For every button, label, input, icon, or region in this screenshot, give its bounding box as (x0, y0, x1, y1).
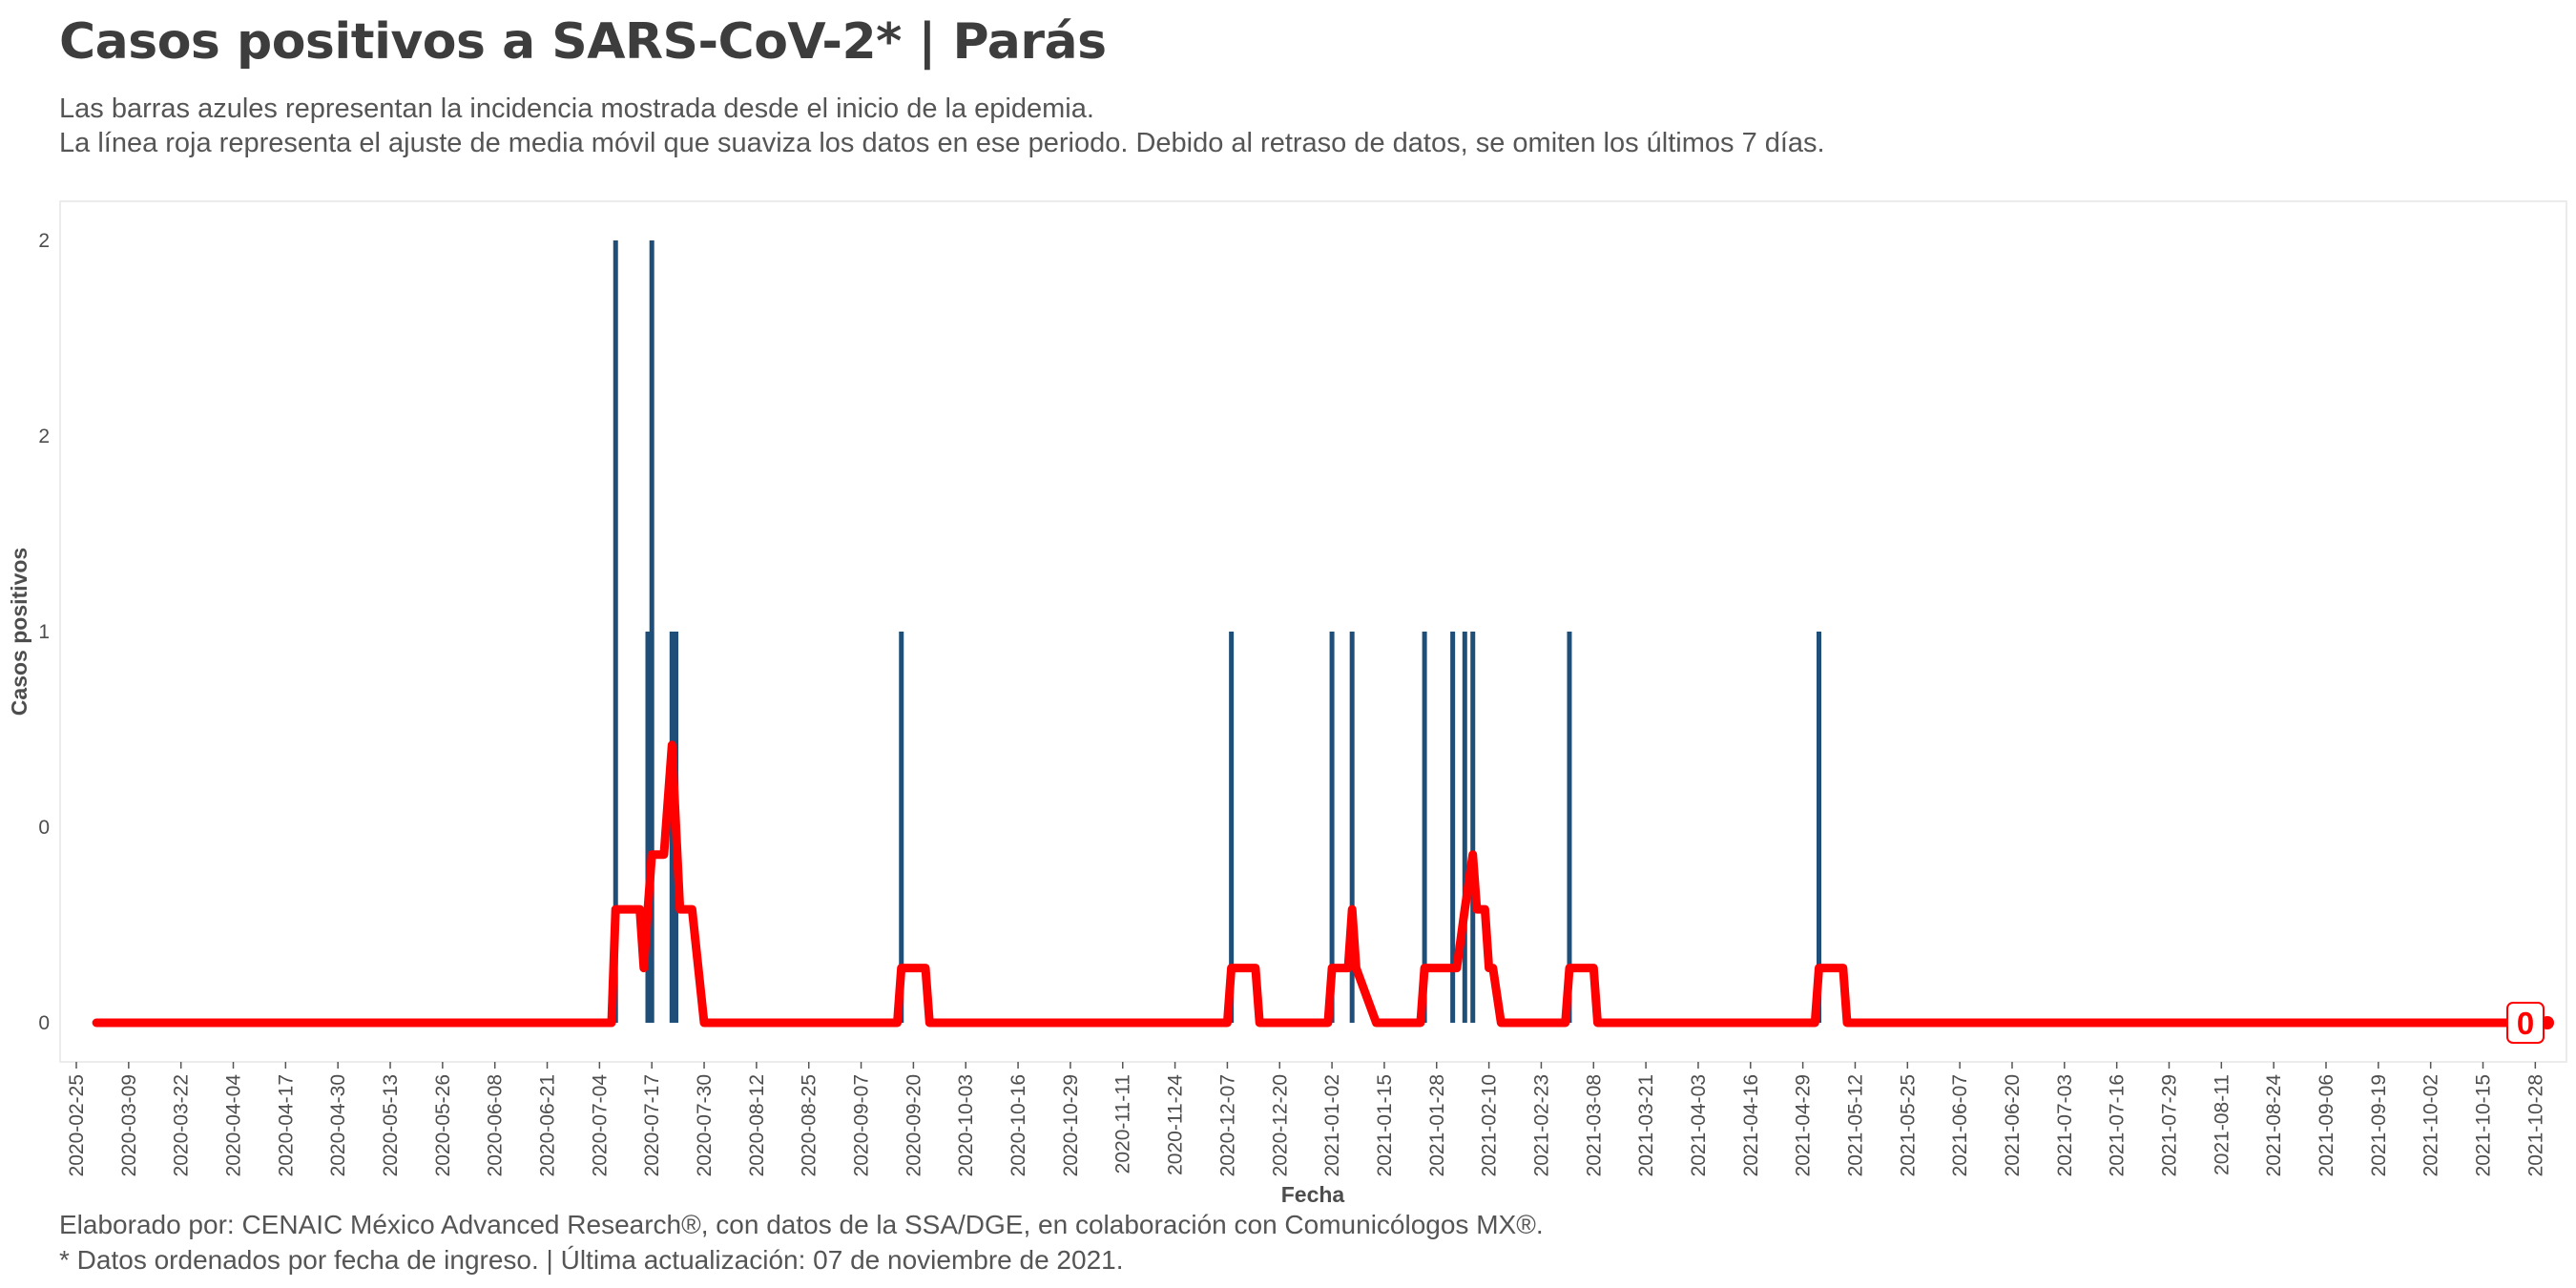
end-value-label-box (2506, 1002, 2545, 1044)
y-tick-label: 0 (38, 817, 50, 839)
x-tick-label: 2020-08-12 (746, 1074, 768, 1176)
x-tick-label: 2021-06-07 (1949, 1074, 1971, 1176)
x-tick-label: 2020-08-25 (799, 1074, 821, 1176)
x-tick-label: 2020-07-04 (589, 1074, 611, 1177)
x-tick-label: 2020-10-16 (1008, 1074, 1029, 1176)
x-tick-label: 2020-04-30 (327, 1074, 349, 1176)
y-axis: 0 0 1 2 2 (38, 230, 50, 1034)
y-tick-label: 2 (38, 426, 50, 447)
x-tick-label: 2021-03-21 (1635, 1074, 1657, 1176)
x-tick-label: 2020-09-07 (851, 1074, 873, 1176)
bar (1470, 632, 1476, 1023)
y-tick-label: 1 (38, 621, 50, 643)
y-tick-label: 2 (38, 230, 50, 252)
bar (1229, 632, 1235, 1023)
moving-average-series (92, 740, 2552, 1028)
x-tick-label: 2020-05-26 (432, 1074, 454, 1176)
x-tick-label: 2020-10-29 (1060, 1074, 1082, 1176)
x-tick-label: 2020-04-04 (223, 1074, 245, 1177)
moving-average-line (92, 740, 2552, 1028)
chart-subtitle-line-1: Las barras azules representan la inciden… (59, 93, 1094, 124)
x-tick-label: 2021-02-10 (1479, 1074, 1501, 1176)
x-tick-label: 2021-04-03 (1688, 1074, 1710, 1176)
x-tick-label: 2021-09-19 (2368, 1074, 2390, 1176)
end-value-label: 0 (2517, 1006, 2534, 1041)
x-tick-label: 2021-01-28 (1426, 1074, 1448, 1176)
x-tick-label: 2021-01-02 (1321, 1074, 1343, 1176)
y-axis-title: Casos positivos (7, 548, 31, 716)
bar (1450, 632, 1456, 1023)
bar (899, 632, 904, 1023)
x-tick-label: 2021-10-02 (2420, 1074, 2442, 1176)
bar (649, 240, 654, 1023)
x-tick-label: 2020-07-17 (641, 1074, 663, 1176)
x-tick-label: 2020-06-08 (485, 1074, 507, 1176)
x-tick-label: 2021-10-15 (2473, 1074, 2495, 1176)
x-tick-label: 2020-02-25 (66, 1074, 88, 1176)
plot-panel (59, 200, 2567, 1063)
x-tick-label: 2021-06-20 (2002, 1074, 2024, 1176)
bar (1567, 632, 1572, 1023)
x-tick-label: 2021-08-24 (2263, 1074, 2285, 1177)
x-tick-label: 2021-03-08 (1583, 1074, 1605, 1176)
bar (1349, 632, 1355, 1023)
bar (645, 632, 651, 1023)
x-tick-label: 2020-07-30 (694, 1074, 716, 1176)
x-tick-label: 2020-04-17 (275, 1074, 297, 1176)
chart-subtitle-line-2: La línea roja representa el ajuste de me… (59, 128, 1825, 158)
bar (613, 240, 618, 1023)
x-tick-label: 2020-05-13 (380, 1074, 402, 1176)
x-tick-label: 2020-11-11 (1112, 1074, 1134, 1174)
x-tick-label: 2020-03-22 (171, 1074, 193, 1176)
y-tick-label: 0 (38, 1012, 50, 1034)
x-tick-label: 2021-04-29 (1793, 1074, 1815, 1176)
x-tick-label: 2021-07-03 (2054, 1074, 2076, 1176)
x-tick-label: 2021-07-29 (2158, 1074, 2180, 1176)
x-tick-label: 2021-01-15 (1374, 1074, 1396, 1176)
x-tick-label: 2020-12-07 (1216, 1074, 1238, 1176)
x-tick-label: 2021-05-12 (1844, 1074, 1866, 1176)
bar (1462, 632, 1467, 1023)
chart-title: Casos positivos a SARS-CoV-2* | Parás (59, 13, 1107, 71)
x-axis-title: Fecha (1281, 1182, 1345, 1207)
chart-caption-line-1: Elaborado por: CENAIC México Advanced Re… (59, 1210, 1544, 1239)
x-tick-label: 2020-03-09 (118, 1074, 140, 1176)
x-tick-label: 2021-09-06 (2316, 1074, 2337, 1176)
bar (1816, 632, 1821, 1023)
x-tick-label: 2020-10-03 (955, 1074, 977, 1176)
x-tick-label: 2021-02-23 (1530, 1074, 1552, 1176)
x-tick-label: 2020-09-20 (903, 1074, 924, 1176)
chart-caption-line-2: * Datos ordenados por fecha de ingreso. … (59, 1245, 1124, 1275)
x-tick-label: 2020-06-21 (537, 1074, 559, 1176)
x-tick-label: 2020-12-20 (1269, 1074, 1291, 1176)
x-tick-label: 2021-08-11 (2211, 1074, 2233, 1175)
x-axis: 2020-02-25 2020-03-09 2020-03-22 2020-04-04… (66, 1062, 2546, 1176)
bar (1422, 632, 1427, 1023)
x-tick-label: 2021-04-16 (1740, 1074, 1762, 1176)
bar (1329, 632, 1335, 1023)
x-tick-label: 2020-11-24 (1165, 1074, 1187, 1175)
x-tick-label: 2021-10-28 (2524, 1074, 2546, 1176)
end-marker-group: 0 (2506, 1002, 2554, 1044)
x-tick-label: 2021-05-25 (1897, 1074, 1919, 1176)
x-tick-label: 2021-07-16 (2107, 1074, 2129, 1176)
